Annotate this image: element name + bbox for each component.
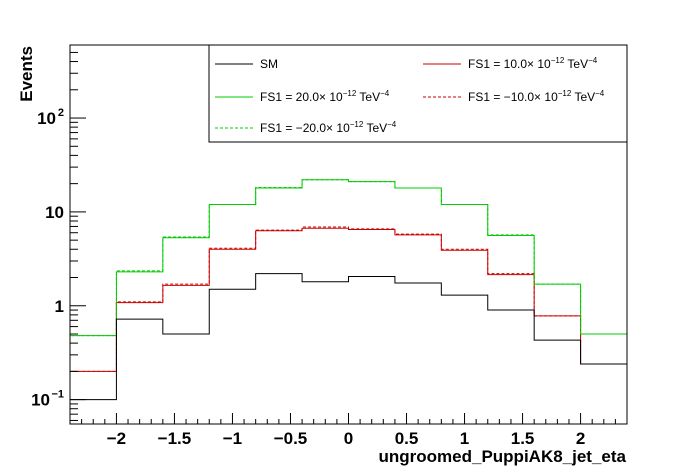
y-tick-label-0: 10 [31, 391, 50, 410]
legend-box [208, 44, 628, 143]
x-tick-label-0: −2 [107, 429, 126, 448]
legend: SM FS1 = 10.0× 10−12 TeV−4 FS1 = 20.0× 10−… [208, 44, 628, 143]
x-tick-label-8: 2 [576, 429, 585, 448]
y-tick-label-1: 1 [55, 297, 64, 316]
legend-label-4: FS1 = −20.0× 10−12 TeV−4 [260, 120, 397, 135]
y-tick-label-2: 10 [45, 203, 64, 222]
y-tick-exp-0: −1 [51, 389, 64, 401]
series-line-4 [69, 179, 628, 424]
series-line-0 [69, 273, 628, 424]
series-4 [69, 179, 628, 424]
legend-label-0: SM [260, 57, 278, 71]
x-tick-label-2: −1 [223, 429, 242, 448]
series-layer [69, 179, 628, 424]
y-axis-title: Events [17, 46, 36, 102]
legend-label-2: FS1 = 20.0× 10−12 TeV−4 [260, 89, 390, 104]
x-tick-label-1: −1.5 [158, 429, 192, 448]
x-tick-label-3: −0.5 [274, 429, 308, 448]
x-tick-label-6: 1 [460, 429, 469, 448]
series-0 [69, 273, 628, 424]
series-line-3 [69, 226, 628, 424]
series-3 [69, 226, 628, 424]
x-tick-label-7: 1.5 [511, 429, 535, 448]
legend-label-3: FS1 = −10.0× 10−12 TeV−4 [468, 89, 605, 104]
y-tick-label-3: 10 [37, 109, 56, 128]
x-tick-label-5: 0.5 [395, 429, 419, 448]
x-tick-label-4: 0 [344, 429, 353, 448]
legend-label-1: FS1 = 10.0× 10−12 TeV−4 [468, 56, 598, 71]
y-tick-exp-3: 2 [58, 107, 64, 119]
x-axis-title: ungroomed_PuppiAK8_jet_eta [379, 447, 627, 466]
